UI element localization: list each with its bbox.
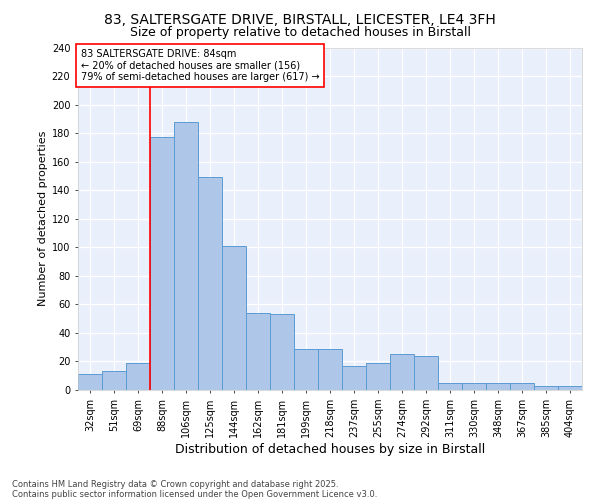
Bar [270, 314, 294, 390]
Bar [438, 383, 462, 390]
Bar [534, 386, 558, 390]
Bar [342, 366, 366, 390]
Bar [486, 383, 510, 390]
Bar [390, 354, 414, 390]
Bar [462, 383, 486, 390]
X-axis label: Distribution of detached houses by size in Birstall: Distribution of detached houses by size … [175, 442, 485, 456]
Bar [174, 122, 198, 390]
Y-axis label: Number of detached properties: Number of detached properties [38, 131, 47, 306]
Bar [222, 246, 246, 390]
Bar [294, 348, 318, 390]
Bar [510, 383, 534, 390]
Bar [414, 356, 438, 390]
Bar [558, 386, 582, 390]
Bar [126, 363, 150, 390]
Text: 83, SALTERSGATE DRIVE, BIRSTALL, LEICESTER, LE4 3FH: 83, SALTERSGATE DRIVE, BIRSTALL, LEICEST… [104, 12, 496, 26]
Bar [198, 178, 222, 390]
Bar [102, 372, 126, 390]
Bar [318, 348, 342, 390]
Text: Size of property relative to detached houses in Birstall: Size of property relative to detached ho… [130, 26, 470, 39]
Bar [150, 138, 174, 390]
Text: 83 SALTERSGATE DRIVE: 84sqm
← 20% of detached houses are smaller (156)
79% of se: 83 SALTERSGATE DRIVE: 84sqm ← 20% of det… [80, 49, 319, 82]
Bar [366, 363, 390, 390]
Text: Contains HM Land Registry data © Crown copyright and database right 2025.
Contai: Contains HM Land Registry data © Crown c… [12, 480, 377, 499]
Bar [78, 374, 102, 390]
Bar [246, 313, 270, 390]
